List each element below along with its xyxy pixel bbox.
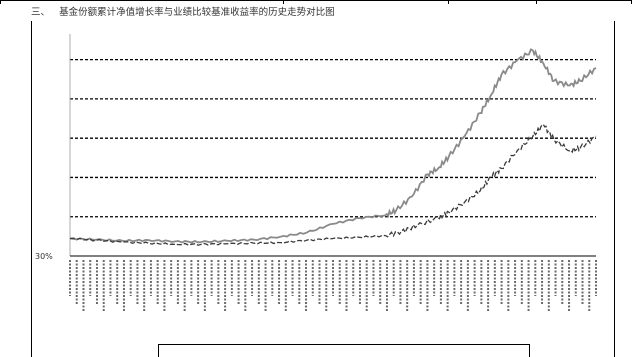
series-line — [69, 48, 597, 244]
series-lines — [69, 48, 597, 246]
table-divider — [0, 0, 1, 4]
table-top-border — [0, 0, 632, 1]
section-title: 基金份额累计净值增长率与业绩比较基准收益率的历史走势对比图 — [59, 7, 335, 18]
chart-frame — [31, 21, 615, 357]
section-number: 三、 — [31, 7, 51, 18]
table-divider — [448, 0, 449, 4]
section-heading: 三、 基金份额累计净值增长率与业绩比较基准收益率的历史走势对比图 — [31, 4, 335, 18]
chart-legend — [158, 344, 530, 357]
table-divider — [283, 0, 284, 4]
series-line — [69, 123, 597, 246]
grid-lines — [70, 58, 596, 218]
y-axis-ticks: 30% — [35, 34, 71, 261]
table-divider — [536, 0, 537, 4]
y-tick-label: 30% — [35, 252, 53, 261]
x-axis — [69, 255, 597, 312]
